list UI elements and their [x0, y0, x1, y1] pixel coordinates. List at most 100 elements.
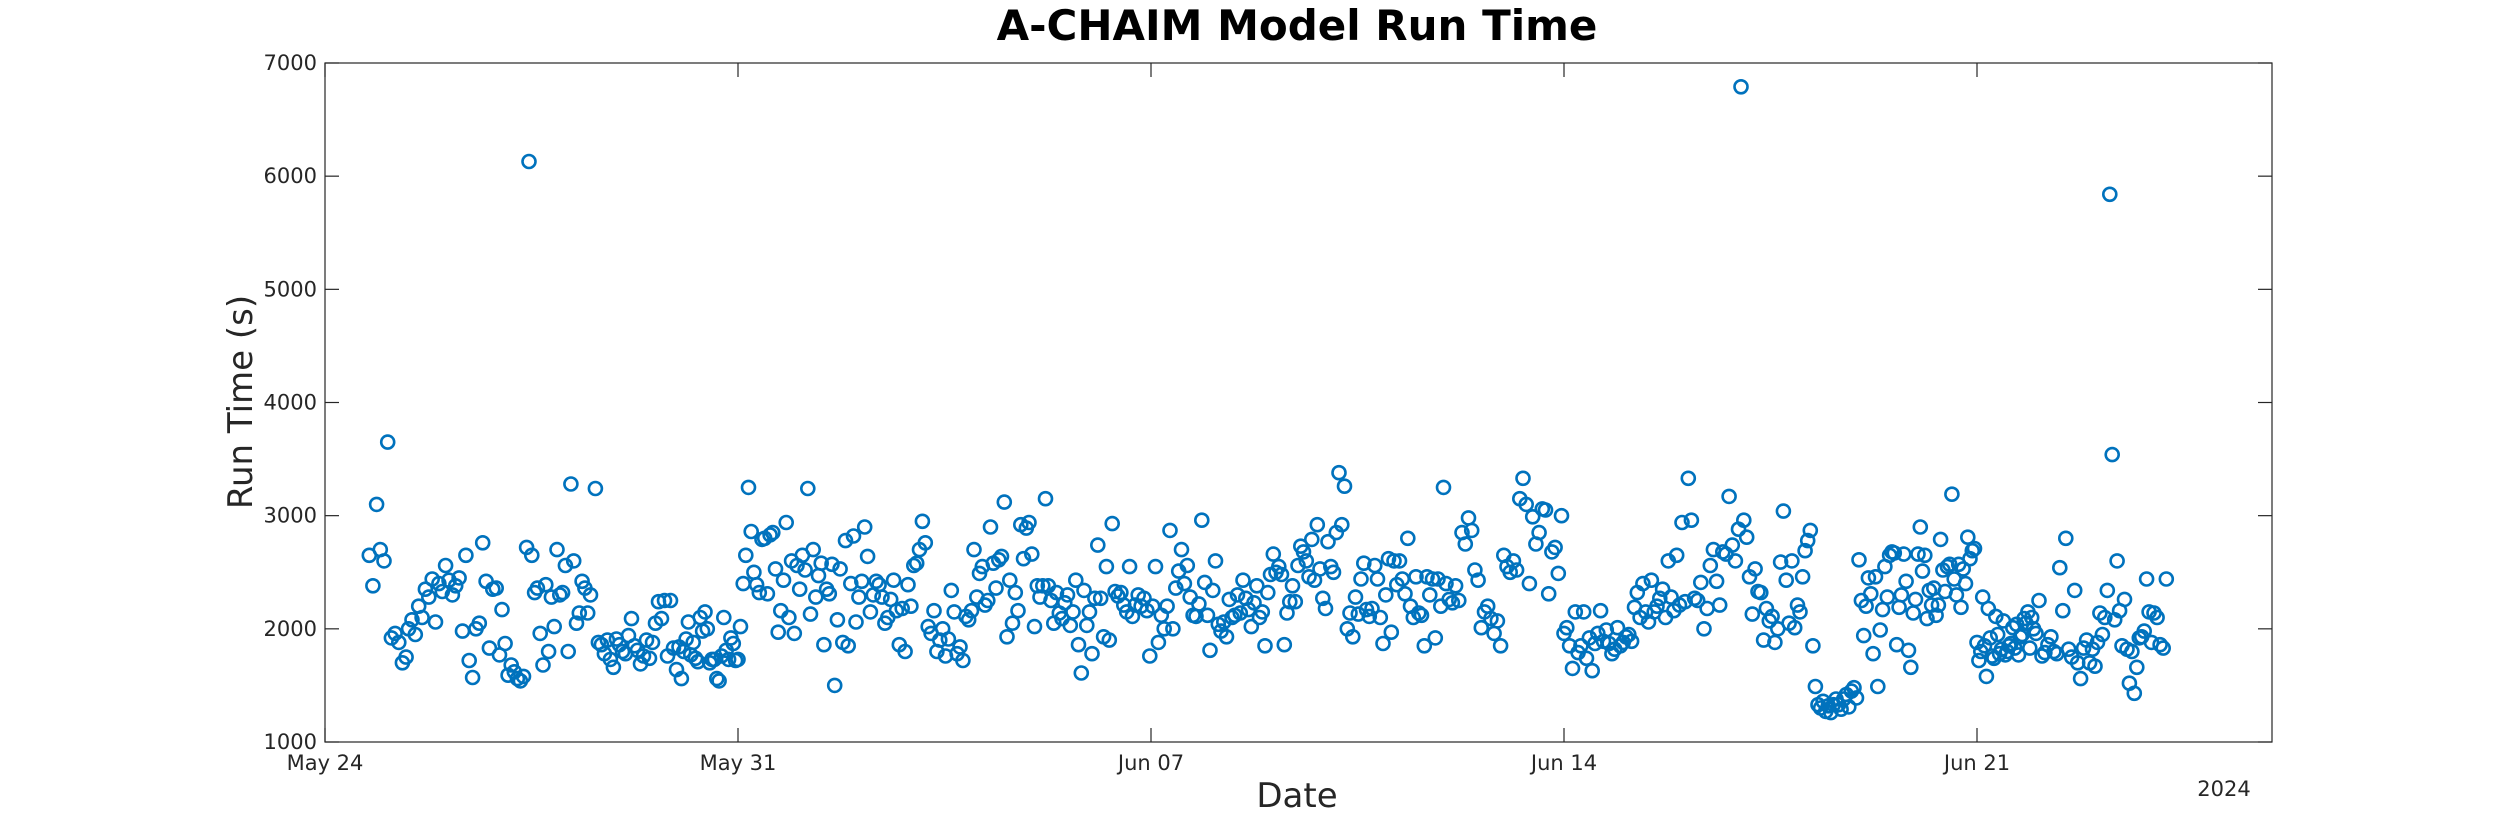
data-point — [999, 628, 1015, 645]
data-point — [1026, 618, 1043, 635]
data-point — [1900, 642, 1917, 659]
data-point — [414, 609, 430, 626]
data-point — [1953, 599, 1969, 616]
data-point — [1518, 496, 1534, 513]
data-point — [697, 604, 713, 620]
data-point — [515, 668, 532, 685]
data-point — [1076, 582, 1092, 599]
data-point — [1860, 570, 1877, 586]
data-point — [1807, 678, 1824, 695]
data-point — [2031, 592, 2047, 609]
data-point — [832, 561, 848, 577]
data-point — [1848, 690, 1865, 706]
data-point — [2126, 685, 2143, 702]
data-point — [623, 610, 640, 627]
data-point — [437, 557, 454, 574]
x-tick-label: Jun 07 — [1116, 751, 1184, 775]
data-point — [2052, 559, 2068, 576]
data-point — [1391, 553, 1408, 569]
data-point — [1792, 604, 1808, 620]
data-point — [1347, 589, 1364, 605]
data-point — [1397, 585, 1413, 602]
y-tick-label: 4000 — [264, 391, 317, 415]
data-point — [1101, 632, 1118, 648]
data-point — [529, 580, 546, 596]
data-point — [1024, 546, 1040, 562]
data-point — [905, 557, 922, 574]
data-point — [1559, 619, 1575, 636]
data-point — [996, 494, 1013, 510]
data-point — [2138, 571, 2155, 587]
data-point — [1345, 628, 1361, 645]
data-point — [1441, 591, 1457, 608]
data-point — [1833, 701, 1849, 718]
data-point — [1057, 594, 1073, 611]
data-point — [1711, 597, 1728, 613]
data-point — [1353, 571, 1369, 587]
data-point — [894, 600, 911, 617]
data-point — [2012, 628, 2029, 645]
data-point — [1578, 650, 1595, 667]
data-point — [554, 584, 571, 601]
data-point — [1592, 602, 1609, 619]
data-point — [2097, 609, 2113, 626]
data-point — [1547, 539, 1563, 556]
data-point — [1917, 547, 1933, 564]
data-point — [1736, 512, 1752, 529]
data-point — [1775, 503, 1792, 519]
data-point — [821, 585, 838, 602]
data-point — [1004, 615, 1021, 632]
data-point — [1784, 553, 1800, 569]
data-point — [1575, 604, 1592, 620]
data-point — [767, 561, 784, 577]
data-point — [1375, 635, 1391, 652]
data-point — [1903, 659, 1919, 676]
data-point — [1065, 604, 1081, 620]
data-point — [1218, 628, 1235, 645]
data-point — [420, 589, 437, 605]
data-point — [1229, 587, 1246, 603]
data-point — [1855, 627, 1872, 644]
data-point — [735, 575, 752, 592]
data-point — [407, 626, 424, 643]
data-point — [1216, 614, 1232, 630]
data-point — [775, 572, 792, 589]
data-point — [1413, 607, 1430, 624]
data-point — [434, 583, 451, 600]
data-point — [1907, 591, 1924, 608]
data-point — [1505, 553, 1522, 569]
data-point — [1564, 660, 1581, 677]
data-point — [1098, 558, 1115, 575]
data-point — [1221, 591, 1238, 608]
data-point — [1874, 601, 1891, 618]
data-point — [1271, 558, 1287, 575]
data-point — [523, 547, 540, 564]
data-point — [2022, 640, 2038, 656]
data-point — [1584, 662, 1600, 679]
x-tick-label: May 24 — [287, 751, 364, 775]
data-point — [1386, 553, 1402, 569]
data-point — [1182, 589, 1198, 605]
data-point — [1799, 532, 1816, 549]
data-point — [521, 153, 537, 170]
data-point — [1460, 510, 1477, 526]
data-point — [447, 577, 464, 594]
data-point — [1553, 507, 1570, 524]
data-point — [1797, 542, 1813, 559]
data-point — [2129, 659, 2145, 676]
data-point — [2116, 591, 2133, 608]
data-point — [730, 651, 746, 668]
data-point — [1015, 550, 1032, 567]
data-point — [379, 434, 396, 450]
data-point — [1073, 665, 1090, 681]
y-tick-label: 5000 — [264, 277, 317, 301]
data-point — [390, 634, 407, 651]
data-point — [1867, 568, 1884, 585]
data-point — [1035, 577, 1051, 594]
data-point — [587, 480, 604, 497]
data-point — [826, 677, 843, 694]
data-point — [488, 580, 505, 596]
data-point — [813, 555, 830, 572]
data-point — [982, 519, 999, 535]
